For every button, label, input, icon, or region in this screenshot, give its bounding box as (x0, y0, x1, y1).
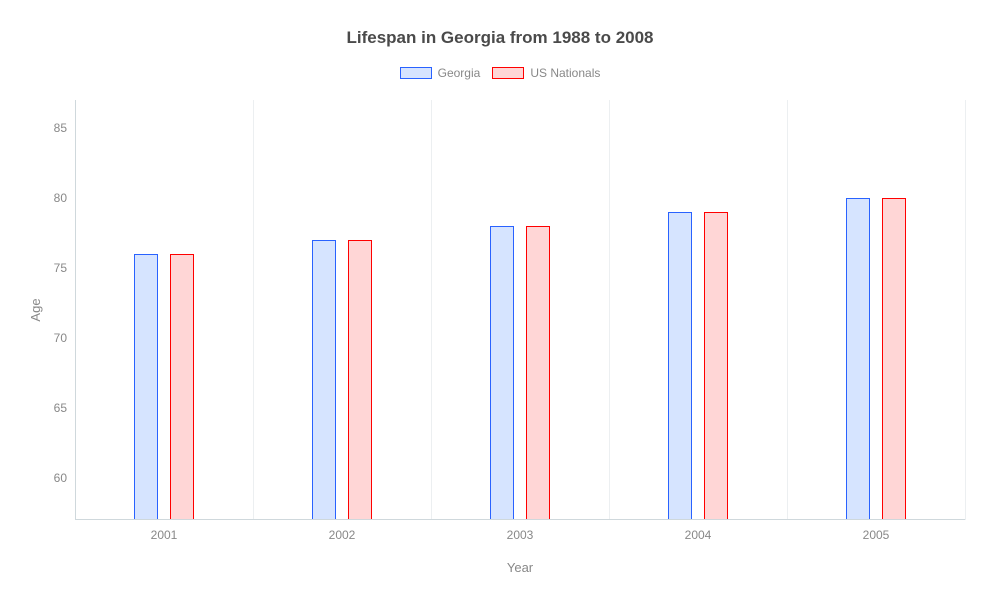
legend-label: US Nationals (530, 66, 600, 80)
y-tick-label: 80 (35, 191, 67, 205)
y-tick-label: 85 (35, 121, 67, 135)
x-tick-label: 2003 (507, 528, 534, 542)
bar[interactable] (134, 254, 158, 520)
gridline (431, 100, 432, 520)
bar[interactable] (668, 212, 692, 520)
x-axis-line (75, 519, 965, 520)
x-axis-label: Year (507, 560, 533, 575)
y-axis-line (75, 100, 76, 520)
y-tick-label: 70 (35, 331, 67, 345)
legend-item[interactable]: Georgia (400, 66, 481, 80)
x-tick-label: 2002 (329, 528, 356, 542)
x-tick-label: 2004 (685, 528, 712, 542)
legend-label: Georgia (438, 66, 481, 80)
y-tick-label: 65 (35, 401, 67, 415)
bar[interactable] (704, 212, 728, 520)
legend-item[interactable]: US Nationals (492, 66, 600, 80)
bar[interactable] (312, 240, 336, 520)
x-tick-label: 2005 (863, 528, 890, 542)
bar[interactable] (526, 226, 550, 520)
plot-area: 606570758085 20012002200320042005 (75, 100, 965, 520)
legend-swatch (492, 67, 524, 79)
x-tick-label: 2001 (151, 528, 178, 542)
bar[interactable] (348, 240, 372, 520)
gridline (965, 100, 966, 520)
y-axis-label: Age (28, 298, 43, 321)
legend-swatch (400, 67, 432, 79)
gridline (253, 100, 254, 520)
gridline (787, 100, 788, 520)
gridline (609, 100, 610, 520)
bar[interactable] (846, 198, 870, 520)
y-tick-label: 60 (35, 471, 67, 485)
bar[interactable] (882, 198, 906, 520)
bar[interactable] (490, 226, 514, 520)
chart-title: Lifespan in Georgia from 1988 to 2008 (0, 28, 1000, 48)
bar[interactable] (170, 254, 194, 520)
legend: Georgia US Nationals (0, 66, 1000, 80)
y-tick-label: 75 (35, 261, 67, 275)
